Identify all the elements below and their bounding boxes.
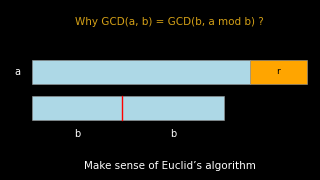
Text: Make sense of Euclid’s algorithm: Make sense of Euclid’s algorithm <box>84 161 256 171</box>
Text: a: a <box>15 67 20 77</box>
Text: Why GCD(a, b) = GCD(b, a mod b) ?: Why GCD(a, b) = GCD(b, a mod b) ? <box>75 17 264 27</box>
Text: r: r <box>276 68 280 76</box>
Bar <box>250 60 307 84</box>
Bar <box>32 60 250 84</box>
Bar <box>32 96 224 120</box>
Text: b: b <box>74 129 80 139</box>
Text: b: b <box>170 129 176 139</box>
